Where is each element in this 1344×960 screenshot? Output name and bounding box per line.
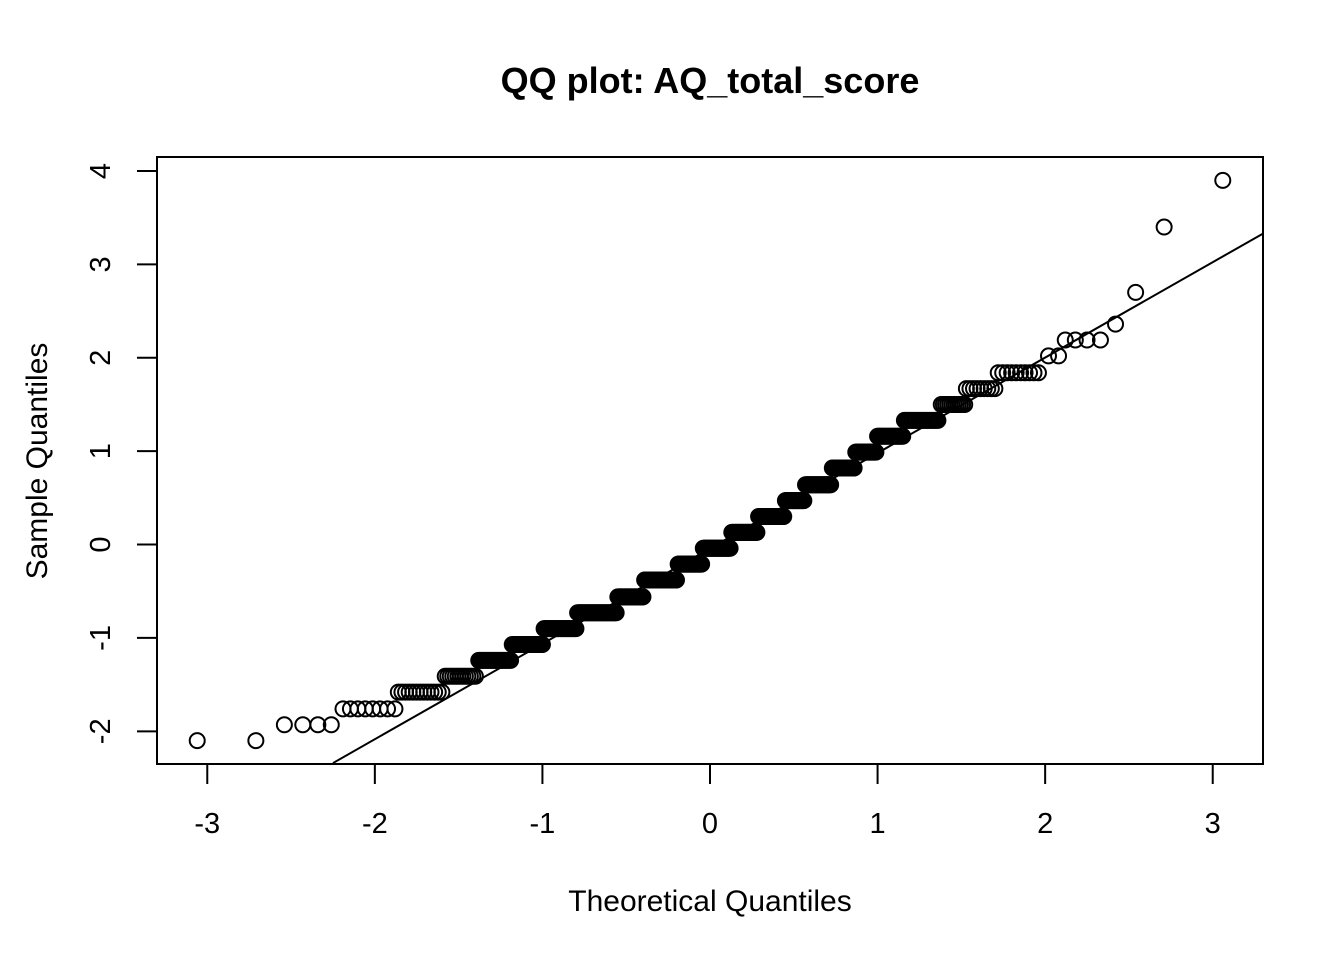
data-point (294, 716, 312, 734)
data-points (188, 171, 1232, 750)
y-tick-label: 1 (85, 443, 117, 459)
data-point (567, 620, 585, 638)
data-point (386, 700, 404, 718)
data-point (1050, 347, 1068, 365)
x-tick-label: 3 (1205, 808, 1221, 840)
data-point (929, 411, 947, 429)
data-point (533, 635, 551, 653)
x-tick-label: 1 (870, 808, 886, 840)
data-point (1078, 331, 1096, 349)
data-point (795, 492, 813, 510)
data-point (322, 716, 340, 734)
data-point (466, 667, 484, 685)
data-point (1012, 364, 1030, 382)
data-point (1016, 364, 1034, 382)
y-tick-label: 2 (85, 350, 117, 366)
data-point (379, 700, 397, 718)
data-point (1127, 283, 1145, 301)
y-tick-label: -1 (85, 625, 117, 651)
data-point (607, 604, 625, 622)
data-point (998, 364, 1016, 382)
data-point (1021, 364, 1039, 382)
data-point (748, 523, 766, 541)
data-point (1155, 218, 1173, 236)
data-point (433, 683, 451, 701)
data-point (188, 732, 206, 750)
y-tick-label: 4 (85, 163, 117, 179)
x-tick-label: -1 (530, 808, 556, 840)
data-point (867, 443, 885, 461)
data-point (775, 508, 793, 526)
x-axis: -3 -2 -1 0 1 2 3 (194, 763, 1221, 840)
data-point (894, 427, 912, 445)
data-point (275, 716, 293, 734)
data-point (1066, 331, 1084, 349)
data-point (1214, 171, 1232, 189)
chart-title: QQ plot: AQ_total_score (501, 60, 920, 101)
plot-frame (156, 156, 1264, 765)
data-point (1007, 364, 1025, 382)
data-point (502, 651, 520, 669)
y-tick-label: 0 (85, 536, 117, 552)
data-point (1003, 364, 1021, 382)
data-point (693, 555, 711, 573)
data-point (1040, 347, 1058, 365)
y-axis-label: Sample Quantiles (21, 343, 54, 580)
data-point (822, 476, 840, 494)
data-point (1025, 364, 1043, 382)
data-point (1056, 331, 1074, 349)
data-point (1029, 364, 1047, 382)
data-point (667, 571, 685, 589)
data-point (986, 380, 1004, 398)
data-point (956, 395, 974, 413)
data-point (845, 459, 863, 477)
data-point (309, 716, 327, 734)
x-tick-label: 0 (702, 808, 718, 840)
data-point (989, 364, 1007, 382)
x-tick-label: -2 (362, 808, 388, 840)
y-axis: -2 -1 0 1 2 3 4 (85, 163, 158, 744)
data-point (721, 539, 739, 557)
y-tick-label: 3 (85, 256, 117, 272)
data-point (1107, 315, 1125, 333)
x-tick-label: -3 (194, 808, 220, 840)
x-axis-label: Theoretical Quantiles (568, 885, 851, 918)
data-point (247, 732, 265, 750)
data-point (634, 588, 652, 606)
y-tick-label: -2 (85, 718, 117, 744)
data-point (994, 364, 1012, 382)
x-tick-label: 2 (1037, 808, 1053, 840)
data-point (1091, 331, 1109, 349)
